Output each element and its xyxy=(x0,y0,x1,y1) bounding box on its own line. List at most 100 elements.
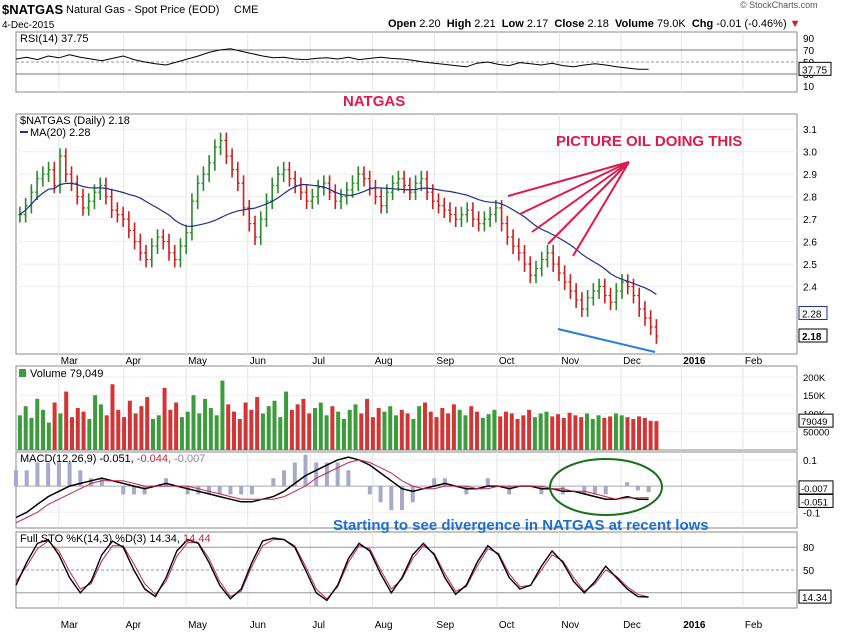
ma20-line xyxy=(19,182,657,295)
volume-bar xyxy=(278,417,283,450)
macd-tick-label: -0.1 xyxy=(803,508,821,519)
x-tick-label-bottom: May xyxy=(188,620,207,631)
macd-histogram-bar xyxy=(378,486,383,503)
volume-bar xyxy=(313,408,318,450)
macd-histogram-bar xyxy=(367,486,372,495)
open-label: Open xyxy=(388,18,417,30)
chart-description: Natural Gas - Spot Price (EOD) xyxy=(66,4,220,16)
volume-bar xyxy=(602,417,607,450)
macd-histogram-bar xyxy=(292,462,297,487)
macd-histogram-bar xyxy=(324,462,329,487)
x-tick-label-bottom: Oct xyxy=(499,620,515,631)
volume-bar xyxy=(46,422,51,450)
volume-bar xyxy=(625,417,630,450)
volume-bar xyxy=(330,406,335,450)
x-tick-label: May xyxy=(188,356,207,367)
volume-bar xyxy=(150,418,155,450)
macd-histogram-bar xyxy=(282,470,287,487)
volume-bar xyxy=(179,417,184,450)
volume-bar xyxy=(376,408,381,450)
volume-tick-label: 50000 xyxy=(803,428,829,439)
macd-histogram-bar xyxy=(603,486,608,495)
sto-value-box xyxy=(798,589,832,604)
volume-bar xyxy=(255,397,260,450)
macd-histogram-bar xyxy=(432,478,437,487)
volume-bar xyxy=(41,409,46,450)
macd-histogram-bar xyxy=(14,470,18,487)
volume-bar xyxy=(561,417,566,450)
volume-bar xyxy=(347,409,352,450)
annotation-arrow-line xyxy=(547,161,630,245)
volume-bar xyxy=(399,409,404,450)
quote-bar: Open 2.20 High 2.21 Low 2.17 Close 2.18 … xyxy=(388,18,801,30)
rsi-tick-label: 90 xyxy=(803,34,815,45)
x-tick-label: Feb xyxy=(745,356,763,367)
natgas-annotation: NATGAS xyxy=(343,93,405,110)
volume-bar xyxy=(579,417,584,450)
rsi-line xyxy=(15,48,649,70)
annotation-arrow-line xyxy=(519,161,630,215)
rsi-tick-label: 70 xyxy=(803,46,815,57)
volume-value-label: 79049 xyxy=(801,417,827,428)
macd-histogram-bar xyxy=(239,486,244,495)
volume-bar xyxy=(272,400,277,450)
chart-date: 4-Dec-2015 xyxy=(2,20,55,31)
volume-bar xyxy=(417,406,422,450)
change-label: Chg xyxy=(691,18,714,30)
volume-bar xyxy=(492,409,497,450)
volume-bar xyxy=(208,408,213,450)
macd-histogram-bar xyxy=(421,486,426,487)
sto-tick-label: 80 xyxy=(803,543,815,554)
picture-oil-annotation: PICTURE OIL DOING THIS xyxy=(556,133,742,150)
volume-bar xyxy=(648,420,653,450)
macd-histogram-bar xyxy=(571,486,576,487)
volume-bar xyxy=(544,411,549,450)
volume-bar xyxy=(260,413,265,450)
volume-bar xyxy=(104,415,109,450)
macd-histogram-bar xyxy=(485,478,490,487)
change-down-icon: ▼ xyxy=(789,18,801,30)
volume-bar xyxy=(353,404,358,450)
sto-legend-part: 14.34, xyxy=(149,533,183,545)
price-tick-label: 2.5 xyxy=(803,260,817,271)
macd-histogram-bar xyxy=(67,462,72,487)
volume-bar xyxy=(388,406,393,450)
macd-histogram-bar xyxy=(303,454,308,487)
volume-bar xyxy=(214,415,219,450)
x-tick-label: Oct xyxy=(499,356,515,367)
x-tick-label-bottom: 2016 xyxy=(683,620,706,631)
macd-histogram-bar xyxy=(110,486,115,487)
volume-bar xyxy=(405,413,410,450)
x-tick-label-bottom: Sep xyxy=(436,620,454,631)
volume-bar xyxy=(365,398,370,450)
price-tick-label: 2.8 xyxy=(803,193,817,204)
volume-bar xyxy=(637,416,642,450)
volume-bar xyxy=(613,413,618,450)
volume-bar xyxy=(249,409,254,450)
annotation-arrow-line xyxy=(572,161,630,257)
macd-legend-part: -0.051, xyxy=(99,453,136,465)
close-value-box xyxy=(798,328,828,343)
volume-bar xyxy=(550,416,555,450)
macd-histogram-bar xyxy=(560,486,565,495)
macd-histogram-bar xyxy=(475,486,480,487)
price-tick-label: 2.6 xyxy=(803,238,817,249)
macd-histogram-bar xyxy=(357,486,362,487)
x-tick-label-bottom: Feb xyxy=(745,620,763,631)
volume-bar xyxy=(87,418,92,450)
volume-bar xyxy=(75,408,80,450)
rsi-value-box xyxy=(798,61,832,76)
volume-bar xyxy=(168,409,173,450)
volume-bar xyxy=(457,409,462,450)
volume-bar xyxy=(185,411,190,450)
volume-bar xyxy=(411,418,416,450)
volume-bar xyxy=(503,411,508,450)
macd-histogram-bar xyxy=(592,486,597,495)
volume-bar xyxy=(463,415,468,450)
volume-bar xyxy=(428,411,433,450)
macd-histogram-bar xyxy=(539,486,544,495)
volume-bar xyxy=(654,421,659,450)
volume-bar xyxy=(469,406,474,450)
x-tick-label-bottom: Dec xyxy=(623,620,641,631)
macd-histogram-bar xyxy=(206,486,211,495)
